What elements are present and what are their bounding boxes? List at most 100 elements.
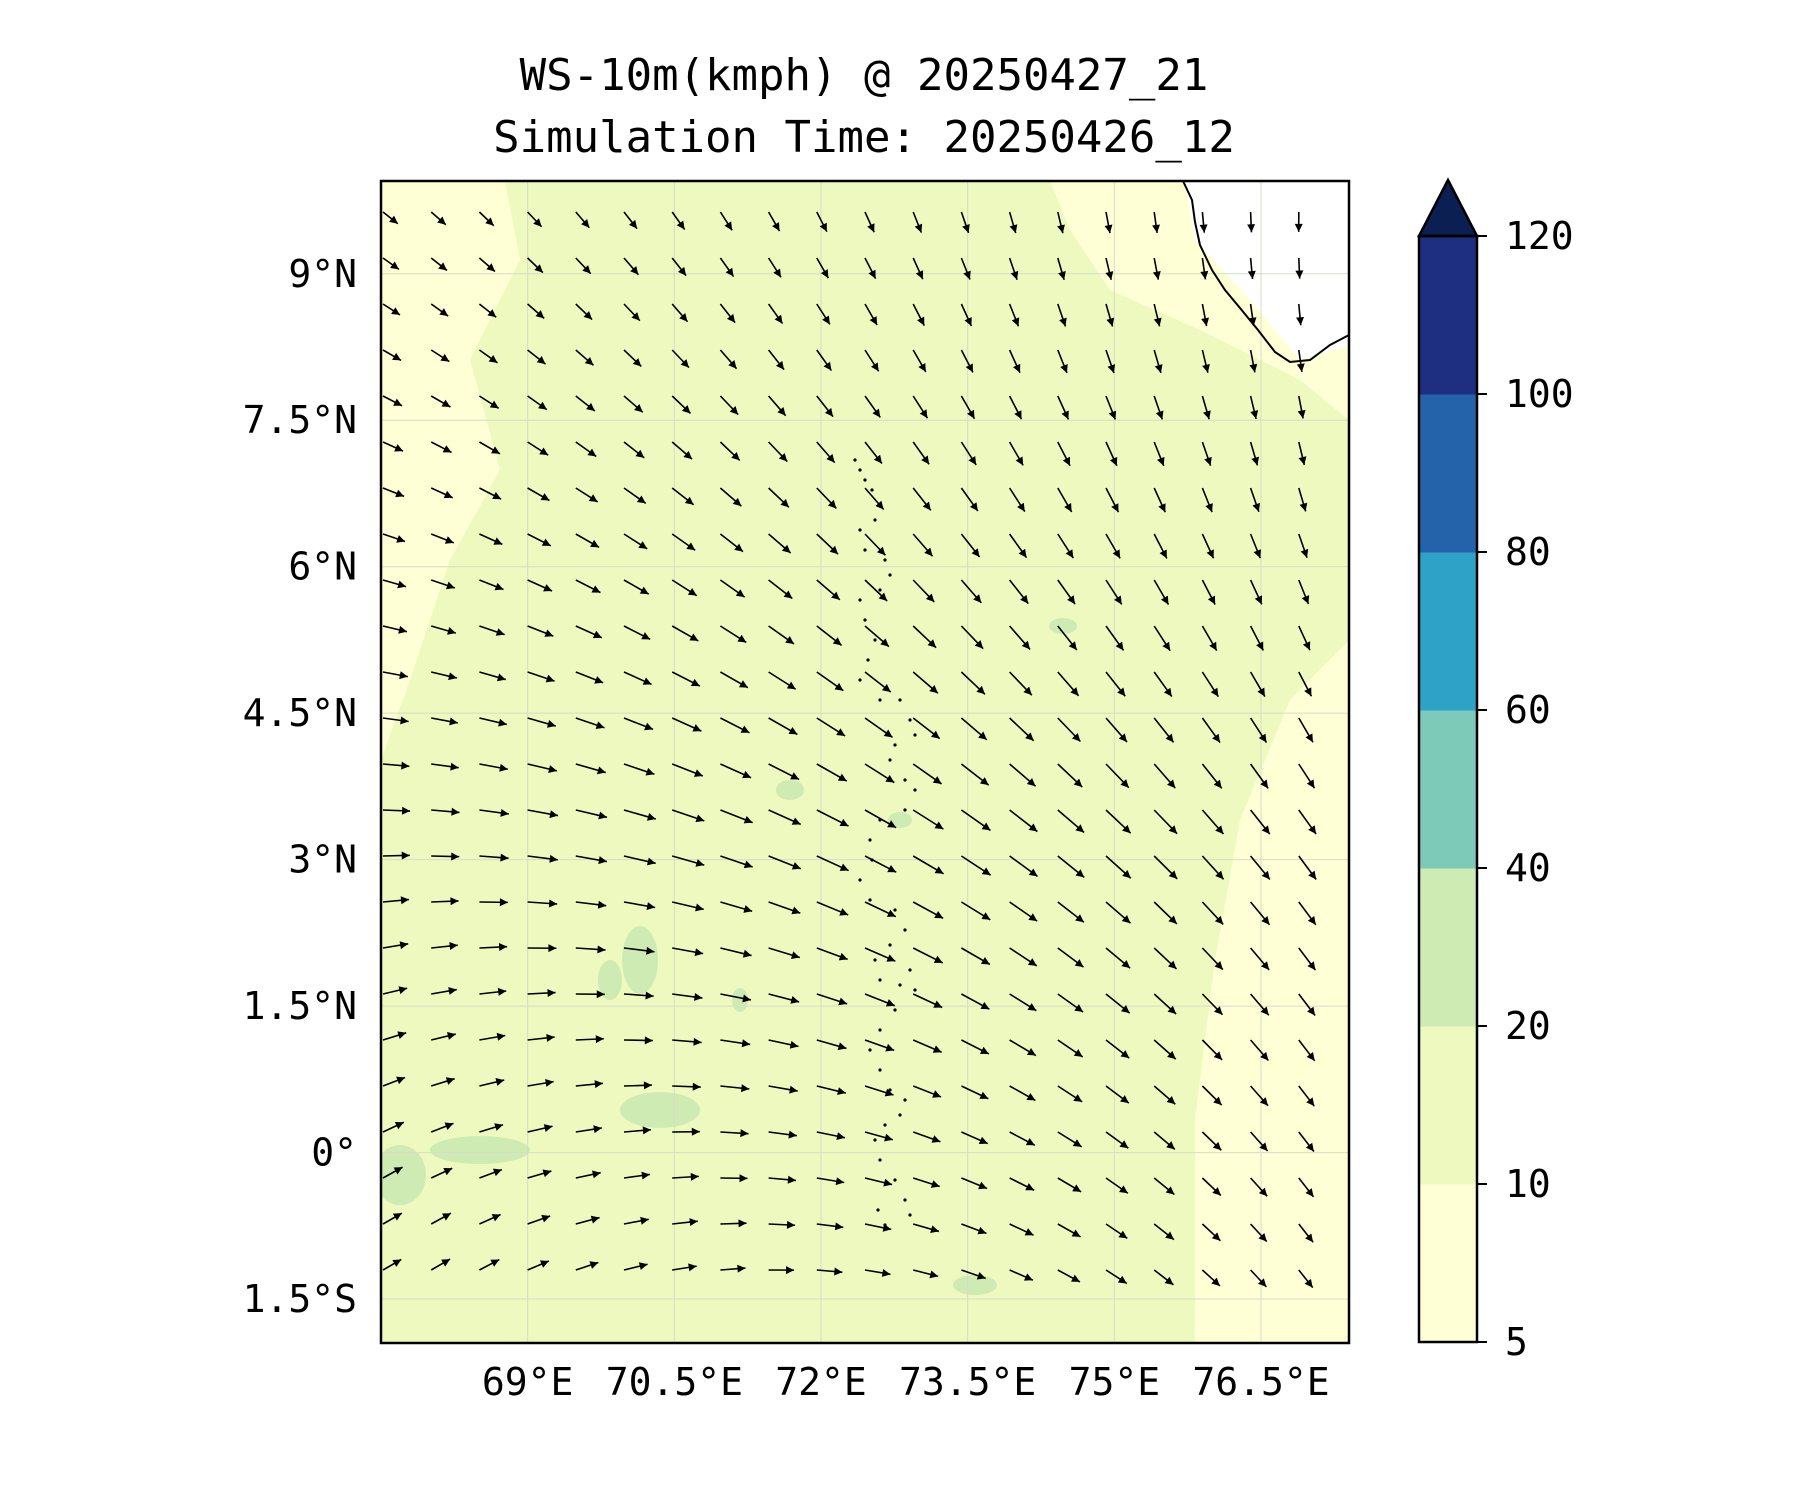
wind-arrow xyxy=(1057,763,1083,788)
wind-arrow xyxy=(912,717,941,740)
wind-arrow xyxy=(1153,1223,1175,1241)
atoll-dot xyxy=(903,1198,907,1202)
wind-arrow xyxy=(1201,1085,1223,1106)
wind-arrow xyxy=(479,1168,503,1179)
wind-arrow xyxy=(382,1166,403,1179)
wind-arrow xyxy=(1153,1177,1175,1196)
wind-arrow xyxy=(1250,1085,1269,1107)
wind-arrow xyxy=(382,349,402,362)
wind-arrow xyxy=(575,441,597,458)
wind-arrow xyxy=(527,441,549,456)
wind-arrow xyxy=(1250,1223,1268,1243)
wind-arrow xyxy=(671,579,698,597)
atoll-dot xyxy=(868,898,872,902)
atoll-dot xyxy=(878,1158,882,1162)
wind-arrow xyxy=(479,579,504,591)
wind-arrow xyxy=(1298,855,1317,880)
wind-arrow xyxy=(382,625,408,634)
wind-arrow xyxy=(1201,441,1212,466)
wind-arrow xyxy=(527,1169,552,1179)
wind-arrow xyxy=(961,1177,988,1190)
wind-arrow xyxy=(1201,855,1225,880)
wind-arrow xyxy=(672,1218,698,1227)
wind-arrow xyxy=(864,1223,892,1232)
wind-arrow xyxy=(1009,1223,1034,1236)
wind-arrow xyxy=(1247,257,1256,280)
map-frame xyxy=(379,179,1351,1345)
wind-arrow xyxy=(527,944,557,953)
wind-arrow xyxy=(479,1032,506,1041)
wind-arrow xyxy=(478,349,498,364)
wind-arrow xyxy=(382,761,410,770)
wind-arrow xyxy=(575,809,608,820)
wind-arrow xyxy=(575,1125,602,1134)
wind-arrow xyxy=(527,763,558,773)
wind-arrow xyxy=(527,395,548,411)
wind-arrow xyxy=(382,1121,405,1133)
wind-arrow xyxy=(1298,625,1311,651)
wind-arrow xyxy=(479,853,509,862)
wind-arrow xyxy=(864,533,886,556)
wind-arrow xyxy=(720,901,753,913)
atoll-dot xyxy=(858,878,862,882)
wind-arrow xyxy=(1057,303,1067,327)
wind-arrow xyxy=(430,211,447,226)
wind-arrow xyxy=(1105,855,1132,879)
wind-arrow xyxy=(960,349,974,373)
wind-arrow xyxy=(864,625,890,648)
wind-arrow xyxy=(575,1080,603,1089)
wind-arrow xyxy=(1201,1223,1221,1242)
wind-arrow xyxy=(816,1131,846,1141)
wind-arrow xyxy=(719,533,744,553)
wind-arrow xyxy=(1009,809,1038,833)
wind-arrow xyxy=(912,395,929,419)
wind-arrow xyxy=(1105,395,1117,420)
colorbar-tick-label: 60 xyxy=(1505,688,1551,732)
atoll-dot xyxy=(878,588,882,592)
wind-arrow xyxy=(527,1033,555,1042)
wind-arrow xyxy=(1298,1039,1316,1062)
light-speed-regions xyxy=(381,181,1349,1343)
wind-arrow xyxy=(720,717,750,734)
atoll-dot xyxy=(858,468,862,472)
wind-arrow xyxy=(527,303,545,319)
wind-arrow xyxy=(1249,395,1259,420)
latitude-tick-label: 1.5°N xyxy=(243,984,357,1028)
wind-arrow xyxy=(1298,1085,1315,1107)
wind-arrow xyxy=(527,487,550,502)
wind-arrow xyxy=(382,487,405,498)
wind-arrow xyxy=(720,993,752,1003)
wind-arrow xyxy=(960,901,991,921)
wind-arrow xyxy=(623,809,656,821)
wind-arrow xyxy=(575,990,605,999)
colorbar-segment xyxy=(1419,552,1477,711)
wind-arrow xyxy=(479,487,502,500)
atoll-dot xyxy=(878,698,882,702)
atoll-dot xyxy=(873,518,877,522)
wind-arrow xyxy=(864,487,885,510)
wind-arrow xyxy=(816,533,839,555)
wind-arrow xyxy=(527,257,544,274)
wind-arrow xyxy=(720,809,753,824)
wind-arrow xyxy=(1105,487,1120,513)
wind-arrow xyxy=(527,899,558,908)
wind-arrow xyxy=(527,579,553,592)
wind-arrow xyxy=(575,349,594,366)
wind-arrow xyxy=(1249,901,1271,926)
longitude-tick-label: 72°E xyxy=(775,1360,867,1404)
wind-arrow xyxy=(479,533,503,546)
wind-arrow xyxy=(623,671,652,686)
wind-arrow xyxy=(1298,1223,1314,1243)
wind-arrow xyxy=(623,211,638,230)
wind-arrow xyxy=(1153,1131,1176,1150)
wind-arrow xyxy=(864,1039,895,1052)
wind-arrow xyxy=(1009,717,1035,742)
wind-arrow xyxy=(478,395,500,410)
wind-arrow xyxy=(623,1126,652,1135)
wind-arrow xyxy=(623,1171,650,1180)
colorbar: 5 10 20 40 60 80 100 120 xyxy=(1416,177,1574,1364)
wind-arrow xyxy=(720,671,749,689)
wind-arrow xyxy=(1201,947,1224,971)
wind-arrow xyxy=(430,579,456,590)
wind-arrow xyxy=(768,763,800,781)
